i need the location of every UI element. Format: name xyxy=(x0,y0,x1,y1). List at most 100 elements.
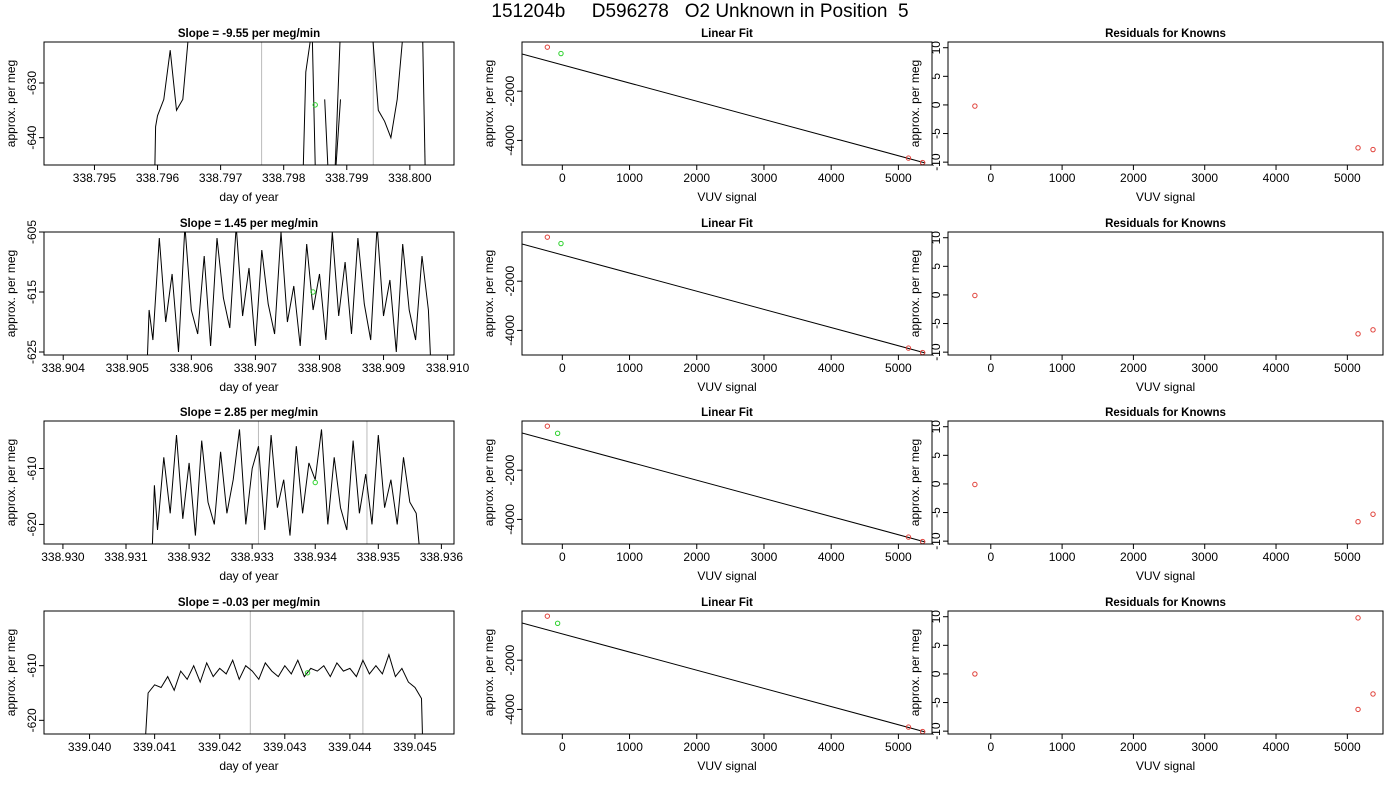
y-tick-label: 0 xyxy=(929,480,943,487)
y-tick-label: -2000 xyxy=(503,76,517,107)
x-tick-label: 1000 xyxy=(616,171,643,185)
fit-line xyxy=(522,432,926,543)
x-tick-label: 3000 xyxy=(1191,361,1218,375)
plot-frame xyxy=(947,610,1384,735)
known-point xyxy=(1370,691,1376,697)
y-tick-label: -5 xyxy=(929,128,943,139)
plot-area xyxy=(146,232,431,355)
panel-title: Slope = -0.03 per meg/min xyxy=(178,597,320,609)
x-tick-label: 2000 xyxy=(1120,550,1147,564)
x-tick-label: 338.909 xyxy=(362,361,406,375)
x-tick-label: 1000 xyxy=(616,361,643,375)
x-tick-label: 0 xyxy=(559,361,566,375)
y-tick-label: -10 xyxy=(929,532,943,550)
fit-line xyxy=(522,53,926,164)
plot-frame xyxy=(521,610,933,735)
x-tick-label: 338.795 xyxy=(73,171,117,185)
panel-r3-c1: Slope = 2.85 per meg/min 338.930 338.931 33… xyxy=(4,407,463,583)
x-tick-label: 2000 xyxy=(1120,361,1147,375)
x-tick-label: 3000 xyxy=(751,740,778,754)
x-tick-label: 1000 xyxy=(1049,740,1076,754)
x-tick-label: 338.936 xyxy=(420,550,464,564)
x-tick-label: 4000 xyxy=(818,361,845,375)
plot-frame xyxy=(521,420,933,545)
x-tick-label: 3000 xyxy=(751,550,778,564)
plot-area xyxy=(522,44,926,165)
x-tick-label: 338.930 xyxy=(41,550,85,564)
x-axis-label: VUV signal xyxy=(1136,569,1195,583)
trace-line xyxy=(154,42,189,165)
x-tick-label: 338.799 xyxy=(325,171,369,185)
x-tick-label: 0 xyxy=(987,171,994,185)
y-axis-label: approx. per meg xyxy=(4,250,18,337)
mean-point xyxy=(310,289,316,295)
panel-r3-c2: Linear Fit 0 1000 2000 3000 4000 5000 -2000 -400… xyxy=(482,407,933,583)
panel-title: Linear Fit xyxy=(701,407,753,419)
y-tick-label: -10 xyxy=(929,153,943,171)
x-tick-label: 0 xyxy=(987,550,994,564)
y-axis-label: approx. per meg xyxy=(482,439,496,526)
x-tick-label: 1000 xyxy=(616,550,643,564)
x-tick-label: 338.800 xyxy=(388,171,432,185)
x-axis-label: VUV signal xyxy=(697,569,756,583)
x-tick-label: 2000 xyxy=(683,361,710,375)
y-tick-label: -2000 xyxy=(503,645,517,676)
y-tick-label: -4000 xyxy=(503,315,517,346)
panel-title: Residuals for Knowns xyxy=(1105,597,1226,609)
known-point xyxy=(905,534,912,540)
x-axis-label: VUV signal xyxy=(697,380,756,394)
y-tick-label: 5 xyxy=(929,642,943,649)
panel-r2-c1: Slope = 1.45 per meg/min 338.904 338.905 33… xyxy=(4,218,470,394)
x-tick-label: 3000 xyxy=(1191,740,1218,754)
unknown-point xyxy=(558,240,564,247)
known-point xyxy=(1370,511,1376,517)
x-tick-label: 2000 xyxy=(683,550,710,564)
trace-line xyxy=(422,42,426,165)
known-point xyxy=(972,292,978,299)
x-tick-label: 4000 xyxy=(818,740,845,754)
plot-frame xyxy=(947,420,1384,545)
x-tick-label: 2000 xyxy=(1120,171,1147,185)
panel-title: Residuals for Knowns xyxy=(1105,28,1226,40)
x-tick-label: 338.933 xyxy=(230,550,274,564)
y-tick-label: 0 xyxy=(929,291,943,298)
trace-line xyxy=(146,232,431,355)
y-tick-label: -615 xyxy=(25,280,39,304)
y-tick-label: -640 xyxy=(25,125,39,149)
known-point xyxy=(1355,331,1361,337)
y-tick-label: -630 xyxy=(25,71,39,95)
known-point xyxy=(544,613,551,619)
y-tick-label: -10 xyxy=(929,343,943,361)
known-point xyxy=(1370,146,1376,153)
y-tick-label: -620 xyxy=(25,708,39,732)
x-tick-label: 0 xyxy=(559,740,566,754)
trace-line xyxy=(324,99,341,165)
panel-title: Slope = 1.45 per meg/min xyxy=(180,218,318,230)
x-tick-label: 5000 xyxy=(885,171,912,185)
panel-r4-c3: Residuals for Knowns 0 1000 2000 3000 4000 500… xyxy=(908,597,1384,773)
x-tick-label: 338.910 xyxy=(426,361,470,375)
panel-r4-c1: Slope = -0.03 per meg/min 339.040 339.041 3… xyxy=(4,597,455,773)
x-tick-label: 339.040 xyxy=(68,740,112,754)
x-tick-label: 2000 xyxy=(683,171,710,185)
x-tick-label: 4000 xyxy=(1263,740,1290,754)
y-tick-label: 5 xyxy=(929,263,943,270)
y-axis-label: approx. per meg xyxy=(4,439,18,526)
known-point xyxy=(905,724,912,730)
x-tick-label: 5000 xyxy=(1334,361,1361,375)
x-tick-label: 338.905 xyxy=(106,361,150,375)
panel-title: Residuals for Knowns xyxy=(1105,407,1226,419)
figure-title: 151204b D596278 O2 Unknown in Position 5 xyxy=(491,1,909,22)
panel-title: Linear Fit xyxy=(701,597,753,609)
x-tick-label: 338.797 xyxy=(199,171,243,185)
panel-r1-c3: Residuals for Knowns 0 1000 2000 3000 4000 500… xyxy=(908,28,1384,204)
x-tick-label: 2000 xyxy=(1120,740,1147,754)
x-tick-label: 3000 xyxy=(751,171,778,185)
x-tick-label: 338.907 xyxy=(234,361,278,375)
x-axis-label: VUV signal xyxy=(1136,759,1195,773)
known-point xyxy=(905,155,912,161)
x-tick-label: 0 xyxy=(987,740,994,754)
y-tick-label: 5 xyxy=(929,452,943,459)
known-point xyxy=(544,423,551,429)
